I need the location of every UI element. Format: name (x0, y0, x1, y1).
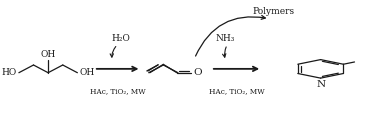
Text: NH₃: NH₃ (216, 34, 235, 43)
Text: H₂O: H₂O (112, 34, 131, 43)
Text: HAc, TiO₂, MW: HAc, TiO₂, MW (90, 87, 146, 95)
Text: HAc, TiO₂, MW: HAc, TiO₂, MW (209, 87, 264, 95)
Text: HO: HO (2, 68, 17, 77)
Text: N: N (316, 80, 325, 89)
Text: OH: OH (79, 68, 94, 77)
Text: O: O (194, 68, 202, 77)
Text: Polymers: Polymers (252, 7, 294, 16)
Text: OH: OH (40, 50, 56, 59)
